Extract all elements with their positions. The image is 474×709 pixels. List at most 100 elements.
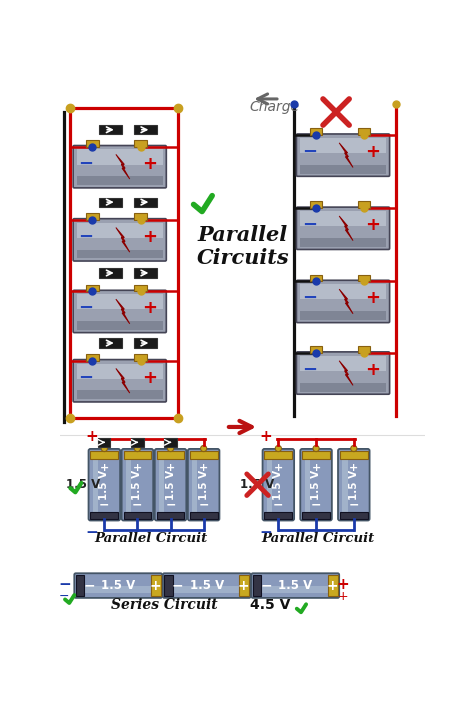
Text: −: − [302,289,317,308]
Bar [358,346,370,353]
Bar [91,512,118,518]
Text: −: − [132,498,143,511]
Text: −: − [79,155,94,172]
FancyBboxPatch shape [73,290,166,333]
Text: +: + [327,579,338,593]
Circle shape [167,445,173,452]
Text: +: + [365,143,381,161]
Text: −: − [79,299,94,318]
Bar [76,575,84,596]
Bar [300,356,386,371]
FancyBboxPatch shape [163,574,251,598]
Polygon shape [339,216,353,240]
Bar [135,284,147,291]
Bar [134,268,157,278]
Text: +: + [238,579,249,593]
Bar [124,451,151,459]
FancyBboxPatch shape [296,352,390,394]
Bar [302,512,330,518]
Text: −: − [83,579,95,593]
Text: −: − [59,590,70,603]
Bar [134,198,157,207]
Bar [257,586,334,593]
Text: 1.5 V: 1.5 V [165,469,175,500]
Text: +: + [273,463,283,473]
Text: +: + [365,361,381,379]
Bar [77,294,163,309]
Bar [310,201,322,208]
Text: 1.5 V: 1.5 V [132,469,142,500]
Bar [80,586,157,593]
Polygon shape [116,228,130,252]
Text: Parallel Circuit: Parallel Circuit [262,532,375,545]
FancyBboxPatch shape [301,449,332,520]
Text: +: + [149,579,161,593]
Bar [99,338,122,347]
Circle shape [313,445,319,452]
Bar [328,575,337,596]
Bar [86,140,99,147]
Bar [77,250,163,258]
Text: −: − [79,369,94,386]
Bar [192,457,198,513]
Text: 1.5 V: 1.5 V [273,469,283,500]
Text: −: − [86,525,99,540]
Bar [134,338,157,347]
FancyBboxPatch shape [338,449,370,520]
Text: +: + [337,576,349,591]
FancyBboxPatch shape [73,145,166,188]
Polygon shape [116,155,130,179]
Bar [77,391,163,399]
Text: +: + [337,590,348,603]
Text: 1.5 V: 1.5 V [199,469,209,500]
Bar [168,586,245,593]
Bar [99,198,122,207]
Text: 4.5 V: 4.5 V [250,598,290,612]
Bar [124,512,151,518]
Text: +: + [142,299,157,318]
Bar [358,201,370,208]
Bar [300,311,386,320]
Bar [99,125,122,135]
Bar [77,177,163,185]
Text: Parallel
Circuits: Parallel Circuits [197,225,289,269]
Bar [159,457,164,513]
Bar [131,437,144,447]
Text: +: + [166,463,175,473]
Circle shape [351,445,357,452]
Text: 1.5 V: 1.5 V [240,478,274,491]
FancyBboxPatch shape [263,449,294,520]
Bar [77,364,163,379]
Bar [126,457,131,513]
Bar [300,211,386,226]
Circle shape [275,445,282,452]
Bar [300,238,386,247]
Polygon shape [116,299,130,324]
Bar [300,383,386,391]
Text: −: − [79,228,94,246]
Bar [164,575,173,596]
Bar [310,274,322,281]
Bar [135,213,147,220]
Polygon shape [339,289,353,314]
Text: +: + [142,369,157,386]
Text: −: − [99,498,109,511]
Text: 1.5 V: 1.5 V [278,579,312,592]
Bar [151,575,161,596]
Text: −: − [260,525,273,540]
Circle shape [201,445,207,452]
FancyBboxPatch shape [74,574,162,598]
FancyBboxPatch shape [251,574,339,598]
Bar [164,437,177,447]
FancyBboxPatch shape [296,280,390,323]
Text: +: + [100,463,109,473]
Bar [342,457,347,513]
Bar [86,354,99,361]
Text: −: − [311,498,321,511]
Bar [253,575,261,596]
Text: Series Circuit: Series Circuit [111,598,218,612]
Text: +: + [133,463,142,473]
Text: +: + [365,289,381,308]
Bar [77,321,163,330]
FancyBboxPatch shape [73,359,166,402]
